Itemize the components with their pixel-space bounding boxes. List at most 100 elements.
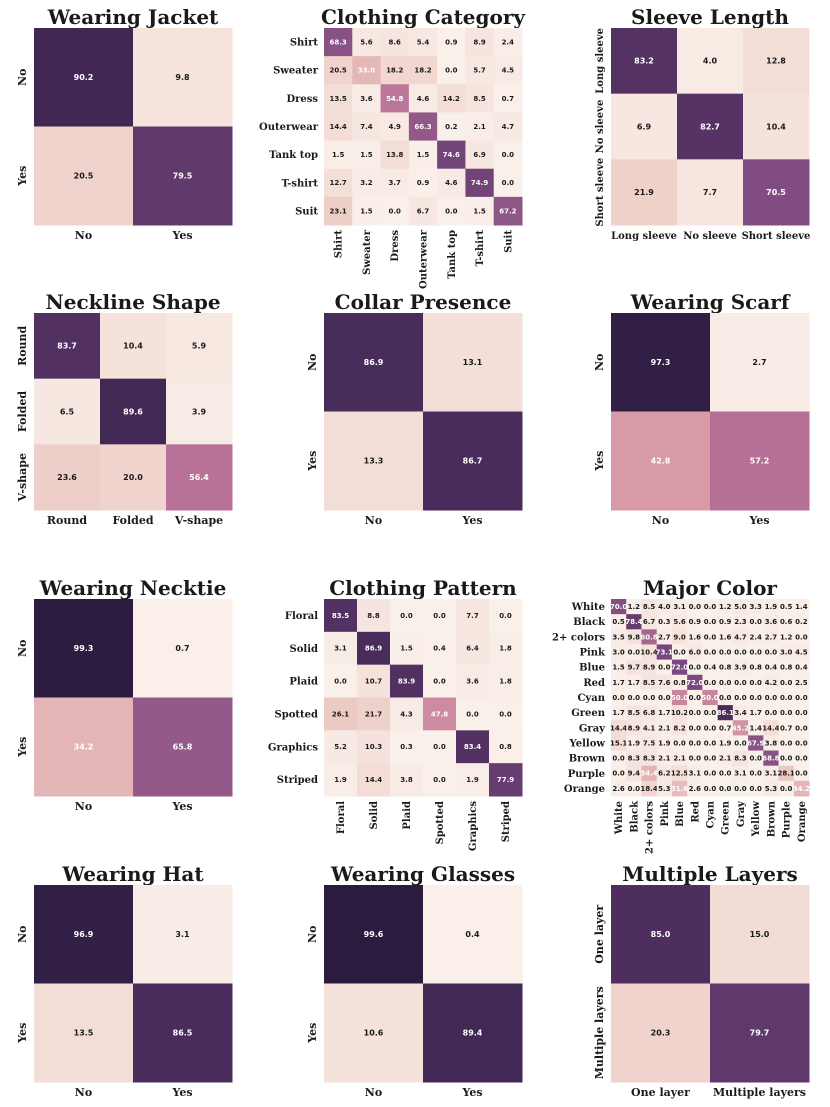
x-tick-label: Long sleeve (611, 231, 677, 242)
heatmap-cell (611, 659, 627, 676)
heatmap-cell (641, 780, 658, 797)
y-tick-label: Short sleeve (595, 158, 606, 227)
heatmap-cell (390, 730, 424, 764)
x-tick-label: Yellow (751, 801, 762, 838)
cell-value-label: 0.0 (704, 724, 717, 732)
cell-value-label: 8.9 (643, 664, 656, 672)
heatmap-cell (702, 765, 719, 782)
y-tick-label: White (571, 602, 605, 613)
cell-value-label: 1.5 (400, 645, 413, 653)
heatmap-cell (626, 780, 642, 797)
cell-value-label: 28.1 (778, 770, 795, 778)
cell-value-label: 0.0 (499, 612, 512, 620)
x-tick-label: Solid (369, 801, 380, 829)
heatmap-cell (133, 126, 233, 226)
heatmap-cell (710, 411, 810, 511)
cell-value-label: 6.9 (473, 151, 486, 159)
cell-value-label: 0.7 (780, 724, 793, 732)
y-tick-label: No (16, 640, 29, 657)
cell-value-label: 3.1 (175, 930, 190, 939)
cell-value-label: 4.6 (445, 179, 458, 187)
heatmap-cell (34, 885, 134, 984)
heatmap-cell (324, 664, 358, 698)
heatmap-cell (34, 983, 134, 1083)
heatmap-cell (732, 750, 749, 767)
heatmap-cell (671, 780, 688, 797)
cell-value-label: 8.3 (628, 755, 641, 763)
heatmap-cell (641, 614, 658, 630)
heatmap-cell (717, 765, 734, 782)
x-tick-label: Pink (660, 800, 671, 827)
heatmap-cell (626, 599, 642, 615)
cell-value-label: 1.8 (499, 645, 512, 653)
y-tick-label: Orange (564, 784, 605, 795)
heatmap-cell (493, 84, 523, 113)
cell-value-label: 3.1 (689, 770, 702, 778)
cell-value-label: 0.0 (673, 648, 686, 656)
heatmap-cell (380, 112, 410, 142)
x-tick-label: Tank top (447, 230, 458, 279)
cell-value-label: 0.0 (795, 724, 808, 732)
heatmap-cell (702, 689, 719, 706)
cell-value-label: 0.0 (734, 694, 747, 702)
y-tick-label: One layer (593, 905, 606, 964)
x-tick-label: Yes (171, 1086, 192, 1099)
heatmap-cell (626, 720, 642, 736)
heatmap-cell (465, 112, 495, 142)
heatmap-cell (687, 780, 703, 797)
cell-value-label: 3.1 (734, 770, 747, 778)
cell-value-label: 4.3 (400, 710, 413, 718)
heatmap-cell (717, 735, 734, 752)
cell-value-label: 9.8 (628, 633, 641, 641)
cell-value-label: 0.0 (704, 603, 717, 611)
heatmap-cell (611, 674, 627, 691)
heatmap-wearing-jacket: Wearing Jacket 90.2 9.8 20.5 79.5 No Yes No Yes (16, 5, 233, 242)
heatmap-cell (611, 599, 627, 615)
heatmap-cell (324, 983, 424, 1083)
heatmap-cell (641, 750, 658, 767)
x-tick-label: Brown (766, 800, 777, 837)
cell-value-label: 0.8 (673, 679, 686, 687)
heatmap-cell (437, 140, 466, 170)
heatmap-cell (671, 765, 688, 782)
cell-value-label: 14.4 (610, 724, 627, 732)
heatmap-cell (793, 629, 810, 645)
heatmap-cell (324, 411, 424, 511)
cell-value-label: 6.5 (60, 407, 75, 416)
heatmap-cell (687, 705, 703, 721)
cell-value-label: 3.1 (334, 645, 347, 653)
heatmap-cell (732, 644, 749, 661)
heatmap-cell (763, 614, 780, 630)
cell-value-label: 1.9 (466, 776, 479, 784)
cell-value-label: 2.1 (719, 755, 732, 763)
heatmap-cell (671, 614, 688, 630)
cell-value-label: 8.3 (643, 755, 656, 763)
cell-value-label: 4.1 (643, 724, 656, 732)
heatmap-cell (671, 644, 688, 661)
heatmap-cell (611, 983, 711, 1083)
heatmap-cell (793, 780, 810, 797)
heatmap-cell (493, 56, 523, 85)
heatmap-cell (656, 644, 673, 661)
cell-value-label: 3.0 (612, 648, 625, 656)
cell-value-label: 85.0 (651, 930, 671, 939)
heatmap-cell (390, 664, 424, 698)
heatmap-cell (702, 629, 719, 645)
heatmap-cell (493, 28, 523, 57)
cell-value-label: 14.4 (365, 776, 382, 784)
heatmap-cell (656, 780, 673, 797)
heatmap-cell (641, 765, 658, 782)
x-tick-label: No (365, 1086, 382, 1099)
y-tick-label: Suit (295, 206, 318, 217)
cell-value-label: 1.8 (499, 678, 512, 686)
cell-value-label: 89.6 (123, 407, 143, 416)
heatmap-cell (489, 631, 523, 666)
heatmap-neckline-shape: Neckline Shape 83.7 10.4 5.9 6.5 89.6 3.9 23.6 2… (16, 290, 233, 527)
x-tick-label: T-shirt (475, 230, 486, 267)
cell-value-label: 0.2 (445, 123, 458, 131)
x-tick-label: Yes (461, 514, 482, 527)
cell-value-label: 1.5 (612, 664, 625, 672)
cell-value-label: 1.9 (334, 776, 347, 784)
heatmap-cell (656, 674, 673, 691)
